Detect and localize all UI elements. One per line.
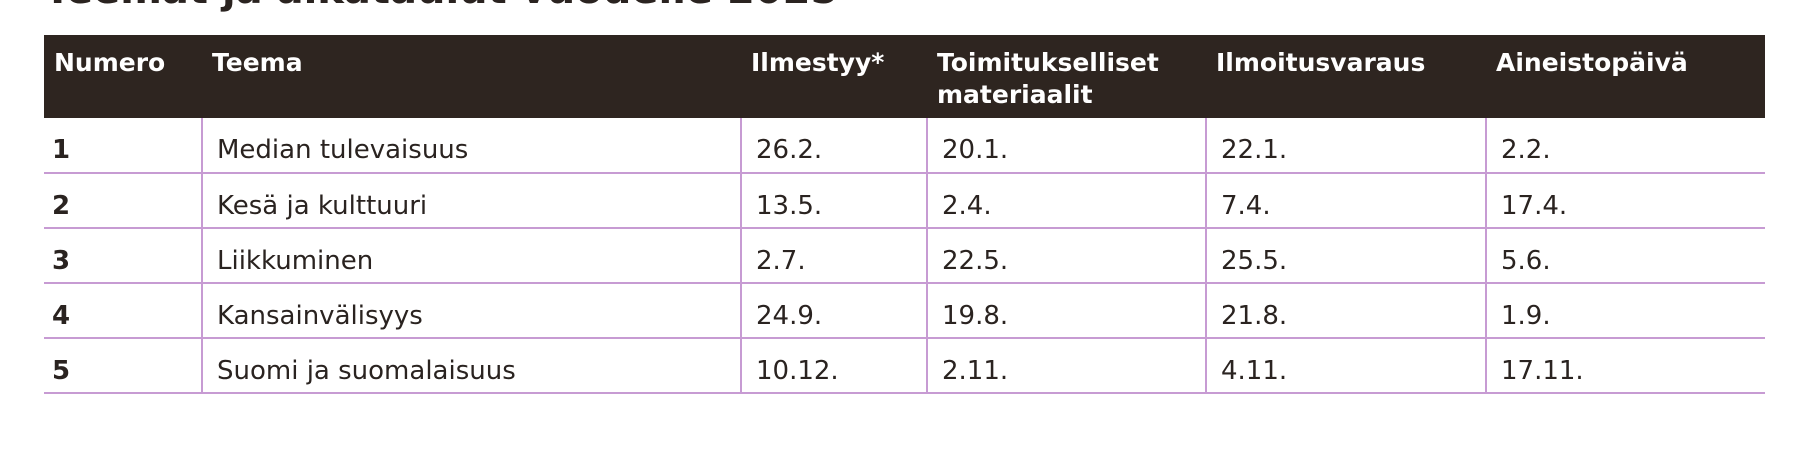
table-row: 2 Kesä ja kulttuuri 13.5. 2.4. 7.4. 17.4. bbox=[44, 173, 1765, 229]
table-cell: 4.11. bbox=[1205, 338, 1486, 394]
table-cell: 19.8. bbox=[926, 283, 1206, 339]
table-cell: Suomi ja suomalaisuus bbox=[201, 338, 741, 394]
table-cell: 3 bbox=[44, 228, 202, 284]
table-cell: 25.5. bbox=[1205, 228, 1486, 284]
table-cell: 22.5. bbox=[926, 228, 1206, 284]
table-cell: 22.1. bbox=[1205, 118, 1486, 174]
table-cell: 5.6. bbox=[1485, 228, 1765, 284]
header-cell: Ilmoitusvaraus bbox=[1206, 35, 1486, 118]
schedule-table: Numero Teema Ilmestyy* Toimitukselliset mat… bbox=[44, 35, 1765, 394]
table-cell: 20.1. bbox=[926, 118, 1206, 174]
table-cell: 2.7. bbox=[740, 228, 927, 284]
table-cell: 4 bbox=[44, 283, 202, 339]
table-cell: 2.2. bbox=[1485, 118, 1765, 174]
table-cell: 1 bbox=[44, 118, 202, 174]
table-cell: Liikkuminen bbox=[201, 228, 741, 284]
header-cell: Ilmestyy* bbox=[741, 35, 927, 118]
table-cell: 17.4. bbox=[1485, 173, 1765, 229]
table-cell: 10.12. bbox=[740, 338, 927, 394]
table-body: 1 Median tulevaisuus 26.2. 20.1. 22.1. 2.2. 2 K… bbox=[44, 118, 1765, 394]
table-cell: 13.5. bbox=[740, 173, 927, 229]
header-cell: Teema bbox=[202, 35, 741, 118]
table-cell: 2 bbox=[44, 173, 202, 229]
table-cell: 17.11. bbox=[1485, 338, 1765, 394]
header-cell: Numero bbox=[44, 35, 202, 118]
table-row: 3 Liikkuminen 2.7. 22.5. 25.5. 5.6. bbox=[44, 228, 1765, 284]
header-cell: Toimitukselliset materiaalit bbox=[927, 35, 1206, 118]
table-row: 5 Suomi ja suomalaisuus 10.12. 2.11. 4.11. 17… bbox=[44, 338, 1765, 394]
table-cell: Kesä ja kulttuuri bbox=[201, 173, 741, 229]
header-cell: Aineistopäivä bbox=[1486, 35, 1765, 118]
table-cell: 21.8. bbox=[1205, 283, 1486, 339]
table-cell: 1.9. bbox=[1485, 283, 1765, 339]
table-cell: 2.4. bbox=[926, 173, 1206, 229]
table-cell: 2.11. bbox=[926, 338, 1206, 394]
table-row: 1 Median tulevaisuus 26.2. 20.1. 22.1. 2.2. bbox=[44, 118, 1765, 174]
title: Teemat ja aikataulut vuodelle 2025 bbox=[44, 0, 838, 10]
table-row: 4 Kansainvälisyys 24.9. 19.8. 21.8. 1.9. bbox=[44, 283, 1765, 339]
table-cell: 26.2. bbox=[740, 118, 927, 174]
header-row: Numero Teema Ilmestyy* Toimitukselliset mat… bbox=[44, 35, 1765, 118]
table-cell: 5 bbox=[44, 338, 202, 394]
table-cell: Kansainvälisyys bbox=[201, 283, 741, 339]
table-cell: 24.9. bbox=[740, 283, 927, 339]
table-header: Numero Teema Ilmestyy* Toimitukselliset mat… bbox=[44, 35, 1765, 118]
table-cell: Median tulevaisuus bbox=[201, 118, 741, 174]
table-cell: 7.4. bbox=[1205, 173, 1486, 229]
